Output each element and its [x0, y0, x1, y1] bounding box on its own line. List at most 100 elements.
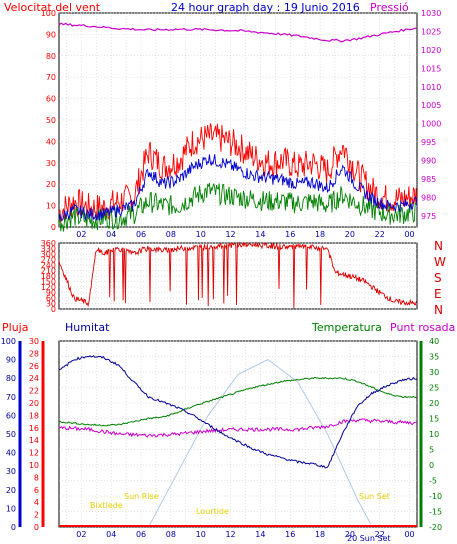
rain-y-tick-label: 8	[34, 473, 39, 482]
rain-y-tick-label: 16	[29, 424, 39, 433]
direction-y-tick-label: 150	[41, 278, 56, 287]
climate-x-tick-label: 12	[225, 530, 235, 539]
direction-y-tick-label: 330	[41, 245, 56, 254]
rain-y-tick-label: 6	[34, 486, 39, 495]
humidity-y-tick-label: 100	[1, 337, 16, 346]
climate-x-tick-label: 02	[76, 530, 86, 539]
humidity-line	[58, 355, 418, 469]
wind-x-tick-label: 16	[285, 230, 295, 239]
direction-letters: N W S E N	[434, 239, 446, 317]
temperature-y-tick-label: -20	[429, 523, 442, 532]
humidity-y-tick-label: 40	[6, 449, 16, 458]
climate-x-tick-label: 20	[345, 530, 355, 539]
direction-letter-e: E	[434, 287, 442, 301]
humidity-y-tick-label: 30	[6, 467, 16, 476]
rain-y-tick-label: 4	[34, 498, 39, 507]
rain-y-tick-label: 12	[29, 449, 39, 458]
temperature-y-tick-label: 40	[429, 337, 439, 346]
rain-y-tick-label: 24	[29, 374, 39, 383]
climate-x-tick-label: 08	[166, 530, 176, 539]
humidity-y-tick-label: 50	[6, 430, 16, 439]
wind-x-tick-label: 00	[404, 230, 414, 239]
direction-frame	[58, 242, 418, 310]
climate-x-tick-label: 18	[315, 530, 325, 539]
direction-y-tick-label: 360	[41, 239, 56, 248]
humidity-y-tick-label: 70	[6, 393, 16, 402]
climate-x-tick-label: 22	[375, 530, 385, 539]
temperature-y-tick-label: 35	[429, 353, 439, 362]
temperature-y-tick-label: 10	[429, 430, 439, 439]
wind-y-tick-label: 40	[46, 137, 56, 146]
temperature-y-tick-label: 15	[429, 415, 439, 424]
humidity-y-tick-label: 20	[6, 486, 16, 495]
pressure-y-tick-label: 990	[421, 157, 436, 166]
dewpoint-axis-label: Punt rosada	[390, 321, 455, 334]
rain-humidity-temperature-panel: -20-15-10-505101520253035400246810121416…	[1, 337, 442, 539]
direction-letter-n-top: N	[434, 239, 443, 253]
wind-y-tick-label: 100	[41, 9, 56, 18]
climate-x-tick-label: 06	[136, 530, 146, 539]
direction-y-tick-label: 30	[46, 300, 56, 309]
temperature-y-tick-label: 25	[429, 384, 439, 393]
temperature-y-tick-label: -15	[429, 508, 442, 517]
rain-y-tick-label: 28	[29, 349, 39, 358]
direction-letter-n-bottom: N	[434, 303, 443, 317]
pressure-y-tick-label: 975	[421, 212, 436, 221]
moonset-label: Bixtlede	[90, 501, 123, 510]
astro-labels: Bixtlede Sun Rise Lourtide Sun Set	[90, 492, 390, 516]
pressure-y-tick-label: 1015	[421, 64, 441, 73]
direction-y-tick-label: 270	[41, 256, 56, 265]
wind-x-tick-label: 22	[375, 230, 385, 239]
climate-x-tick-label: 00	[404, 530, 414, 539]
pressure-y-tick-label: 1020	[421, 46, 441, 55]
direction-y-tick-label: 180	[41, 272, 56, 281]
pressure-axis-label: Pressió	[370, 1, 409, 14]
wind-pressure-panel: 0102030405060708090100975980985990995100…	[41, 9, 442, 239]
pressure-y-tick-label: 1000	[421, 120, 441, 129]
wind-x-tick-label: 20	[345, 230, 355, 239]
temperature-y-tick-label: 5	[429, 446, 434, 455]
moonrise-label: Lourtide	[196, 507, 229, 516]
pressure-y-tick-label: 1005	[421, 101, 441, 110]
wind-y-tick-label: 70	[46, 73, 56, 82]
climate-x-tick-label: 10	[196, 530, 206, 539]
dewpoint-line	[59, 418, 418, 438]
wind-gust-line	[58, 123, 418, 223]
humidity-y-tick-label: 0	[11, 523, 16, 532]
temperature-y-tick-label: 0	[429, 461, 434, 470]
temperature-axis-label: Temperatura	[311, 321, 382, 334]
pressure-y-tick-label: 980	[421, 193, 436, 202]
wind-direction-line	[58, 241, 417, 309]
wind-y-tick-label: 80	[46, 52, 56, 61]
rain-y-tick-label: 10	[29, 461, 39, 470]
climate-x-tick-label: 04	[106, 530, 116, 539]
humidity-y-tick-label: 10	[6, 504, 16, 513]
humidity-axis-label: Humitat	[65, 321, 110, 334]
wind-x-tick-label: 10	[196, 230, 206, 239]
direction-y-tick-label: 120	[41, 283, 56, 292]
direction-y-tick-label: 60	[46, 294, 56, 303]
rain-y-tick-label: 26	[29, 362, 39, 371]
wind-x-tick-label: 04	[106, 230, 116, 239]
direction-letter-w: W	[434, 255, 446, 269]
chart-title: 24 hour graph day : 19 Junio 2016	[171, 1, 360, 14]
wind-y-tick-label: 90	[46, 30, 56, 39]
rain-y-tick-label: 2	[34, 511, 39, 520]
wind-average-line	[58, 154, 418, 222]
temperature-y-tick-label: -5	[429, 477, 437, 486]
direction-letter-s: S	[434, 271, 442, 285]
rain-y-tick-label: 18	[29, 411, 39, 420]
sunset-label: Sun Set	[359, 492, 390, 501]
humidity-y-tick-label: 90	[6, 356, 16, 365]
temperature-y-tick-label: 30	[429, 368, 439, 377]
wind-x-tick-label: 08	[166, 230, 176, 239]
temperature-line	[58, 376, 417, 427]
direction-y-tick-label: 90	[46, 289, 56, 298]
direction-y-tick-label: 0	[51, 305, 56, 314]
wind-y-tick-label: 0	[51, 223, 56, 232]
rain-y-tick-label: 22	[29, 387, 39, 396]
wind-y-tick-label: 20	[46, 180, 56, 189]
wind-x-tick-label: 18	[315, 230, 325, 239]
